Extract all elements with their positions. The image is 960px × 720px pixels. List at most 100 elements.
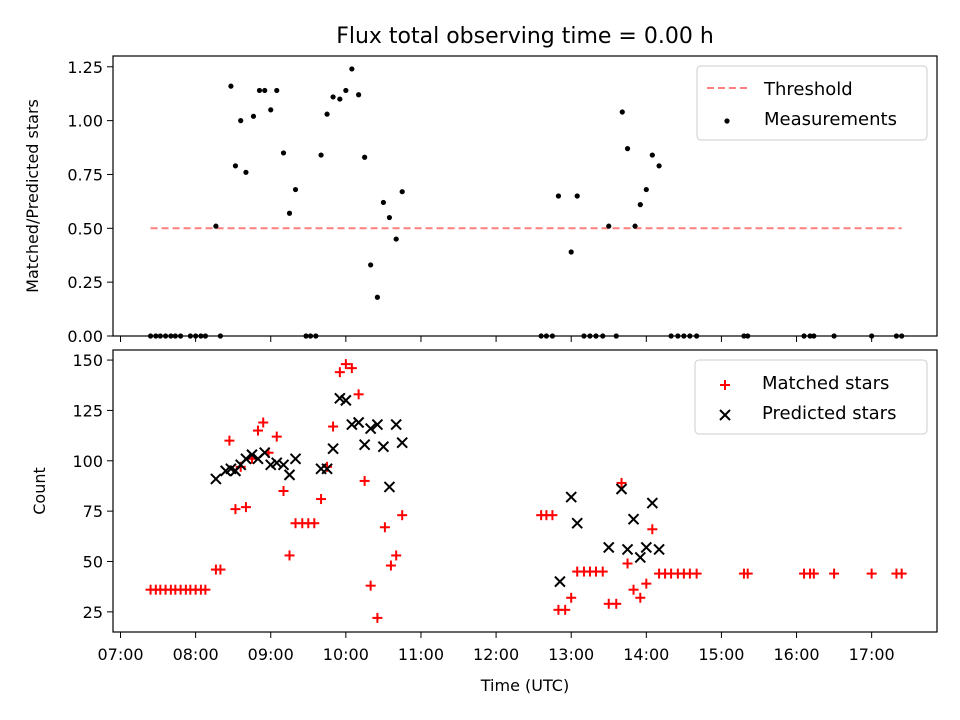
measurement-point <box>568 249 574 255</box>
predicted-point <box>277 459 290 471</box>
measurement-point <box>899 333 905 339</box>
measurement-point <box>198 333 204 339</box>
measurement-point <box>178 333 184 339</box>
x-tick-label: 16:00 <box>773 645 819 664</box>
measurement-point <box>324 111 330 117</box>
legend-label: Matched stars <box>762 373 889 394</box>
measurement-point <box>668 333 674 339</box>
matched-point <box>611 598 622 609</box>
predicted-point <box>565 491 577 503</box>
y-tick-label: 125 <box>72 401 103 420</box>
predicted-point <box>554 575 566 588</box>
predicted-point <box>340 394 352 407</box>
predicted-point <box>240 453 252 465</box>
predicted-point <box>396 436 408 449</box>
predicted-point <box>646 497 659 509</box>
measurement-point <box>581 333 587 339</box>
legend-label: Predicted stars <box>762 403 896 424</box>
matched-point <box>230 504 241 515</box>
counts-panel: 25 50 75 100 125 150 07:00 08:00 09:00 10:00 11:00… <box>30 349 938 695</box>
x-tick-label: 11:00 <box>398 645 444 664</box>
legend-measurements-swatch <box>724 118 730 124</box>
measurement-point <box>374 294 381 300</box>
x-tick-label: 10:00 <box>323 645 369 664</box>
x-tick-label: 14:00 <box>623 645 669 664</box>
matched-point <box>365 580 376 591</box>
measurement-point <box>168 333 174 339</box>
measurement-point <box>157 333 163 339</box>
measurements-panel: 0.00 0.25 0.50 0.75 1.00 1.25 Matched/Predicte… <box>23 55 938 346</box>
matched-point <box>547 510 558 521</box>
measurement-point <box>337 96 343 102</box>
series-matched-stars <box>145 359 907 623</box>
matched-point <box>353 389 364 400</box>
matched-point <box>258 417 269 428</box>
measurement-point <box>147 333 154 339</box>
measurement-point <box>687 333 693 339</box>
matched-point <box>742 568 753 579</box>
measurement-point <box>172 333 178 339</box>
measurement-point <box>213 223 219 229</box>
legend-label: Threshold <box>763 79 853 100</box>
matched-point <box>691 568 702 579</box>
legend: Threshold Measurements <box>696 65 928 141</box>
y-tick-label: 0.75 <box>67 165 103 184</box>
measurement-point <box>393 236 399 242</box>
measurement-point <box>741 333 747 339</box>
predicted-point <box>621 543 634 556</box>
predicted-point <box>627 513 640 525</box>
measurement-point <box>343 87 349 94</box>
legend-predicted-swatch <box>719 409 731 421</box>
y-tick-label: 0.00 <box>67 327 103 346</box>
matched-point <box>240 502 251 513</box>
measurement-point <box>593 333 599 339</box>
matched-point <box>359 475 370 486</box>
measurement-point <box>675 333 681 339</box>
predicted-point <box>283 469 296 481</box>
legend: Matched stars Predicted stars <box>694 359 928 435</box>
matched-point <box>334 367 345 378</box>
measurement-point <box>538 333 544 339</box>
x-tick-label: 09:00 <box>248 645 294 664</box>
measurement-point <box>811 333 817 339</box>
measurement-point <box>274 87 280 94</box>
predicted-point <box>634 551 647 564</box>
y-tick-label: 0.25 <box>67 273 103 292</box>
measurement-point <box>280 150 287 156</box>
predicted-point <box>571 517 583 529</box>
predicted-point <box>364 422 377 435</box>
measurement-point <box>574 193 580 199</box>
measurement-point <box>202 333 208 339</box>
matched-point <box>397 510 408 521</box>
y-tick-label: 0.50 <box>67 219 103 238</box>
x-tick-label: 08:00 <box>173 645 219 664</box>
measurement-point <box>349 66 355 72</box>
matched-point <box>641 578 652 589</box>
measurement-point <box>649 152 655 158</box>
x-tick-label: 15:00 <box>698 645 744 664</box>
matched-point <box>616 477 627 488</box>
measurement-point <box>869 333 875 339</box>
x-axis-label: Time (UTC) <box>480 676 569 695</box>
matched-point <box>224 435 235 446</box>
matched-point <box>340 359 351 370</box>
measurement-point <box>217 333 224 339</box>
matched-point <box>635 592 646 603</box>
measurement-point <box>694 333 700 339</box>
y-tick-label: 25 <box>83 603 103 622</box>
y-tick-label: 75 <box>83 502 103 521</box>
measurement-point <box>893 333 900 339</box>
predicted-point <box>383 481 396 493</box>
x-tick-label: 17:00 <box>849 645 895 664</box>
matched-point <box>391 550 402 561</box>
matched-point <box>278 486 289 496</box>
predicted-point <box>371 418 384 431</box>
legend-box <box>694 359 928 435</box>
legend-box <box>696 65 928 141</box>
measurement-point <box>262 87 268 94</box>
x-tick-label: 07:00 <box>97 645 143 664</box>
measurement-point <box>243 169 249 175</box>
measurement-point <box>228 83 234 89</box>
measurement-point <box>318 152 324 158</box>
matched-point <box>372 612 383 623</box>
